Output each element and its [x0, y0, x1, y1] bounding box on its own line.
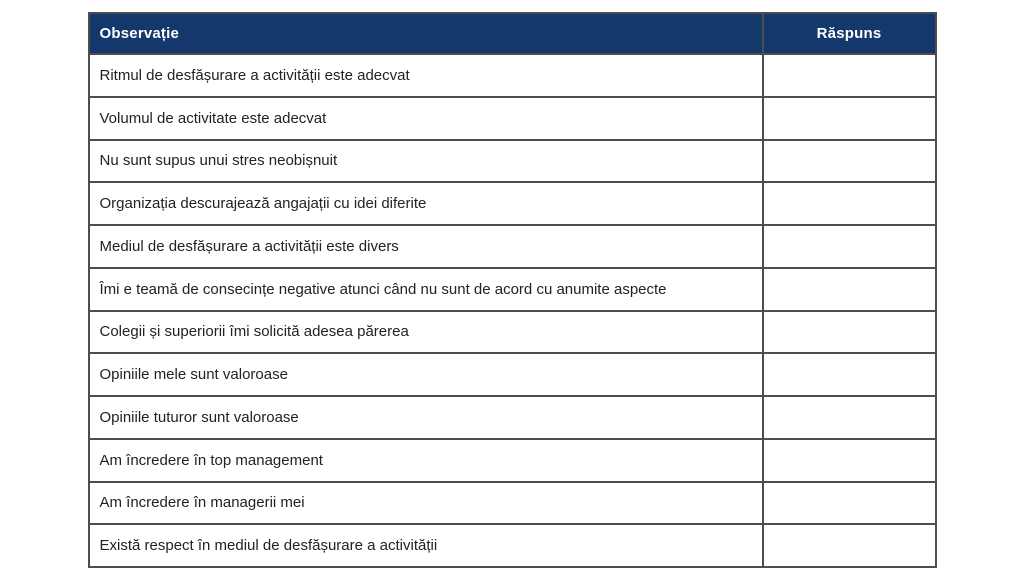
table-row: Am încredere în managerii mei: [87, 480, 937, 526]
observation-cell: Am încredere în top management: [87, 437, 764, 483]
answer-cell[interactable]: [761, 224, 937, 269]
answer-cell[interactable]: [761, 395, 937, 440]
answer-cell[interactable]: [761, 309, 937, 355]
answer-cell[interactable]: [761, 138, 937, 184]
table-row: Îmi e teamă de consecințe negative atunc…: [87, 266, 937, 312]
observation-cell: Ritmul de desfășurare a activității este…: [87, 53, 764, 98]
answer-cell[interactable]: [761, 480, 937, 526]
answer-cell[interactable]: [761, 437, 937, 483]
answer-cell[interactable]: [761, 181, 937, 226]
observation-cell: Îmi e teamă de consecințe negative atunc…: [87, 266, 764, 312]
observation-cell: Volumul de activitate este adecvat: [87, 95, 764, 141]
page: Observație Răspuns Ritmul de desfășurare…: [0, 12, 1024, 576]
column-header-raspuns: Răspuns: [761, 12, 937, 55]
table-row: Colegii și superiorii îmi solicită adese…: [87, 309, 937, 355]
table-row: Organizația descurajează angajații cu id…: [87, 181, 937, 226]
table-row: Am încredere în top management: [87, 437, 937, 483]
table-row: Ritmul de desfășurare a activității este…: [87, 53, 937, 98]
survey-table: Observație Răspuns Ritmul de desfășurare…: [87, 12, 937, 568]
answer-cell[interactable]: [761, 266, 937, 312]
column-header-observatie: Observație: [87, 12, 764, 55]
observation-cell: Organizația descurajează angajații cu id…: [87, 181, 764, 226]
table-row: Nu sunt supus unui stres neobișnuit: [87, 138, 937, 184]
table-row: Opiniile mele sunt valoroase: [87, 352, 937, 397]
observation-cell: Mediul de desfășurare a activității este…: [87, 224, 764, 269]
table-body: Ritmul de desfășurare a activității este…: [87, 53, 937, 568]
answer-cell[interactable]: [761, 523, 937, 568]
header-row: Observație Răspuns: [87, 12, 937, 55]
table-row: Opiniile tuturor sunt valoroase: [87, 395, 937, 440]
table-row: Există respect în mediul de desfășurare …: [87, 523, 937, 568]
answer-cell[interactable]: [761, 95, 937, 141]
table-row: Mediul de desfășurare a activității este…: [87, 224, 937, 269]
observation-cell: Am încredere în managerii mei: [87, 480, 764, 526]
table-row: Volumul de activitate este adecvat: [87, 95, 937, 141]
table-header: Observație Răspuns: [87, 12, 937, 55]
observation-cell: Există respect în mediul de desfășurare …: [87, 523, 764, 568]
answer-cell[interactable]: [761, 53, 937, 98]
observation-cell: Nu sunt supus unui stres neobișnuit: [87, 138, 764, 184]
observation-cell: Colegii și superiorii îmi solicită adese…: [87, 309, 764, 355]
observation-cell: Opiniile tuturor sunt valoroase: [87, 395, 764, 440]
observation-cell: Opiniile mele sunt valoroase: [87, 352, 764, 397]
answer-cell[interactable]: [761, 352, 937, 397]
